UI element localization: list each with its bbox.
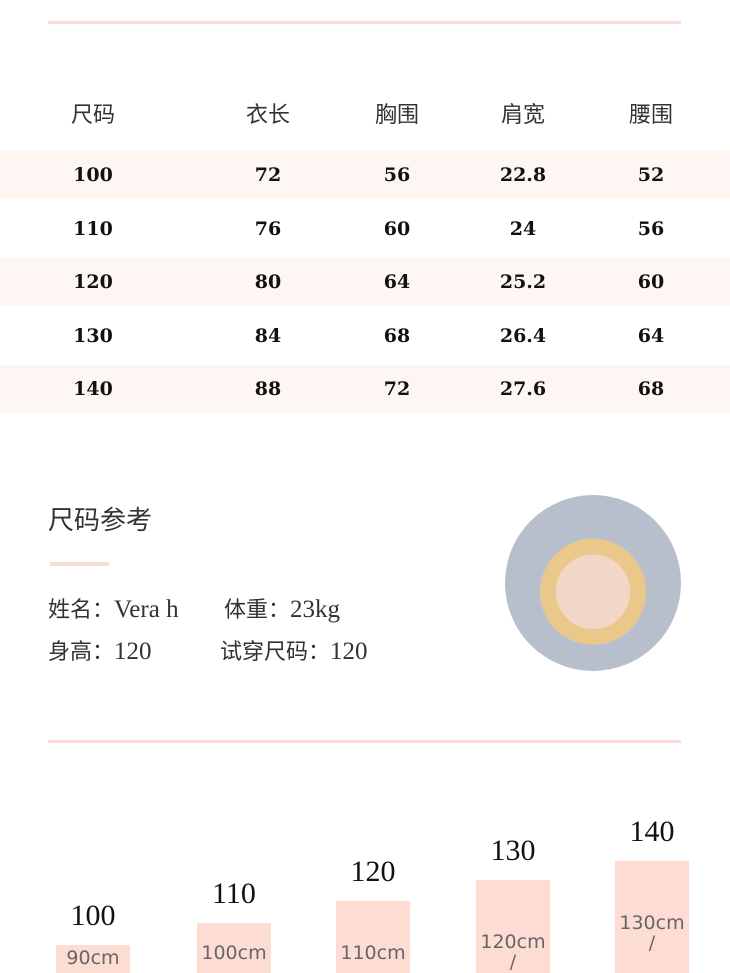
table-cell: 68 xyxy=(383,324,411,347)
table-cell: 72 xyxy=(383,378,411,400)
height-bar xyxy=(615,861,689,973)
table-cell: 25.2 xyxy=(499,271,547,293)
height-bar xyxy=(56,945,130,973)
table-cell: 60 xyxy=(383,217,411,240)
size-label: 100 xyxy=(70,899,116,932)
size-label: 120 xyxy=(350,855,396,888)
height-label: 120cm / xyxy=(476,932,550,972)
header-cell: 尺码 xyxy=(70,103,115,128)
table-row: 120 80 64 25.2 60 xyxy=(0,258,730,306)
table-cell: 52 xyxy=(637,164,665,186)
height-value: 130cm xyxy=(619,912,685,934)
name-label: 姓名： xyxy=(48,598,115,623)
height-value: 100cm xyxy=(201,942,267,964)
height-info: 身高：120 xyxy=(48,634,152,666)
table-cell: 88 xyxy=(254,378,282,400)
name-value: Vera h xyxy=(114,596,179,623)
table-cell: 84 xyxy=(254,324,282,347)
table-row: 140 88 72 27.6 68 xyxy=(0,365,730,413)
model-photo xyxy=(505,495,681,671)
height-bar xyxy=(336,901,410,973)
table-cell: 22.8 xyxy=(499,164,547,186)
header-cell: 肩宽 xyxy=(500,103,545,128)
table-cell: 110 xyxy=(73,217,113,240)
table-cell: 72 xyxy=(254,164,282,186)
header-cell: 衣长 xyxy=(245,103,290,128)
section-title: 尺码参考 xyxy=(48,506,153,536)
height-bar xyxy=(197,923,271,973)
size-label: 110 xyxy=(212,877,256,910)
table-cell: 100 xyxy=(73,164,113,186)
header-cell: 胸围 xyxy=(374,103,419,128)
name-info: 姓名：Vera h xyxy=(48,592,179,624)
table-row: 110 76 60 24 56 xyxy=(0,205,730,253)
table-cell: 76 xyxy=(254,217,282,240)
height-value: 110cm xyxy=(340,942,406,964)
table-cell: 68 xyxy=(637,378,665,400)
table-cell: 56 xyxy=(383,164,411,186)
height-label: 身高： xyxy=(48,640,115,665)
table-cell: 60 xyxy=(637,271,665,293)
height-label: 100cm xyxy=(197,943,271,963)
trial-info: 试穿尺码：120 xyxy=(220,634,368,666)
table-cell: 56 xyxy=(637,217,665,240)
weight-label: 体重： xyxy=(224,598,291,623)
height-value: 120cm xyxy=(480,931,546,953)
title-accent xyxy=(50,562,109,566)
table-cell: 120 xyxy=(73,271,113,293)
height-value: 120 xyxy=(114,638,152,665)
separator: / xyxy=(648,932,656,954)
table-cell: 64 xyxy=(383,271,411,293)
trial-label: 试穿尺码： xyxy=(220,640,331,665)
table-cell: 26.4 xyxy=(499,324,547,347)
height-label: 130cm / xyxy=(615,913,689,953)
table-header: 尺码 衣长 胸围 肩宽 腰围 xyxy=(0,92,730,140)
height-label: 110cm xyxy=(336,943,410,963)
table-cell: 64 xyxy=(637,324,665,347)
height-label: 90cm xyxy=(56,948,130,968)
table-cell: 24 xyxy=(509,217,537,240)
trial-value: 120 xyxy=(330,638,368,665)
table-row: 130 84 68 26.4 64 xyxy=(0,312,730,360)
height-value: 90cm xyxy=(66,947,120,969)
table-cell: 80 xyxy=(254,271,282,293)
size-label: 130 xyxy=(490,834,536,867)
size-label: 140 xyxy=(629,815,675,848)
header-cell: 腰围 xyxy=(628,103,673,128)
table-cell: 27.6 xyxy=(499,378,547,400)
separator: / xyxy=(509,951,517,973)
table-row: 100 72 56 22.8 52 xyxy=(0,151,730,199)
divider xyxy=(48,740,681,743)
weight-info: 体重：23kg xyxy=(224,592,340,624)
table-cell: 140 xyxy=(73,378,113,400)
table-cell: 130 xyxy=(73,324,113,347)
height-bar xyxy=(476,880,550,973)
weight-value: 23kg xyxy=(290,596,341,623)
divider xyxy=(48,21,681,24)
